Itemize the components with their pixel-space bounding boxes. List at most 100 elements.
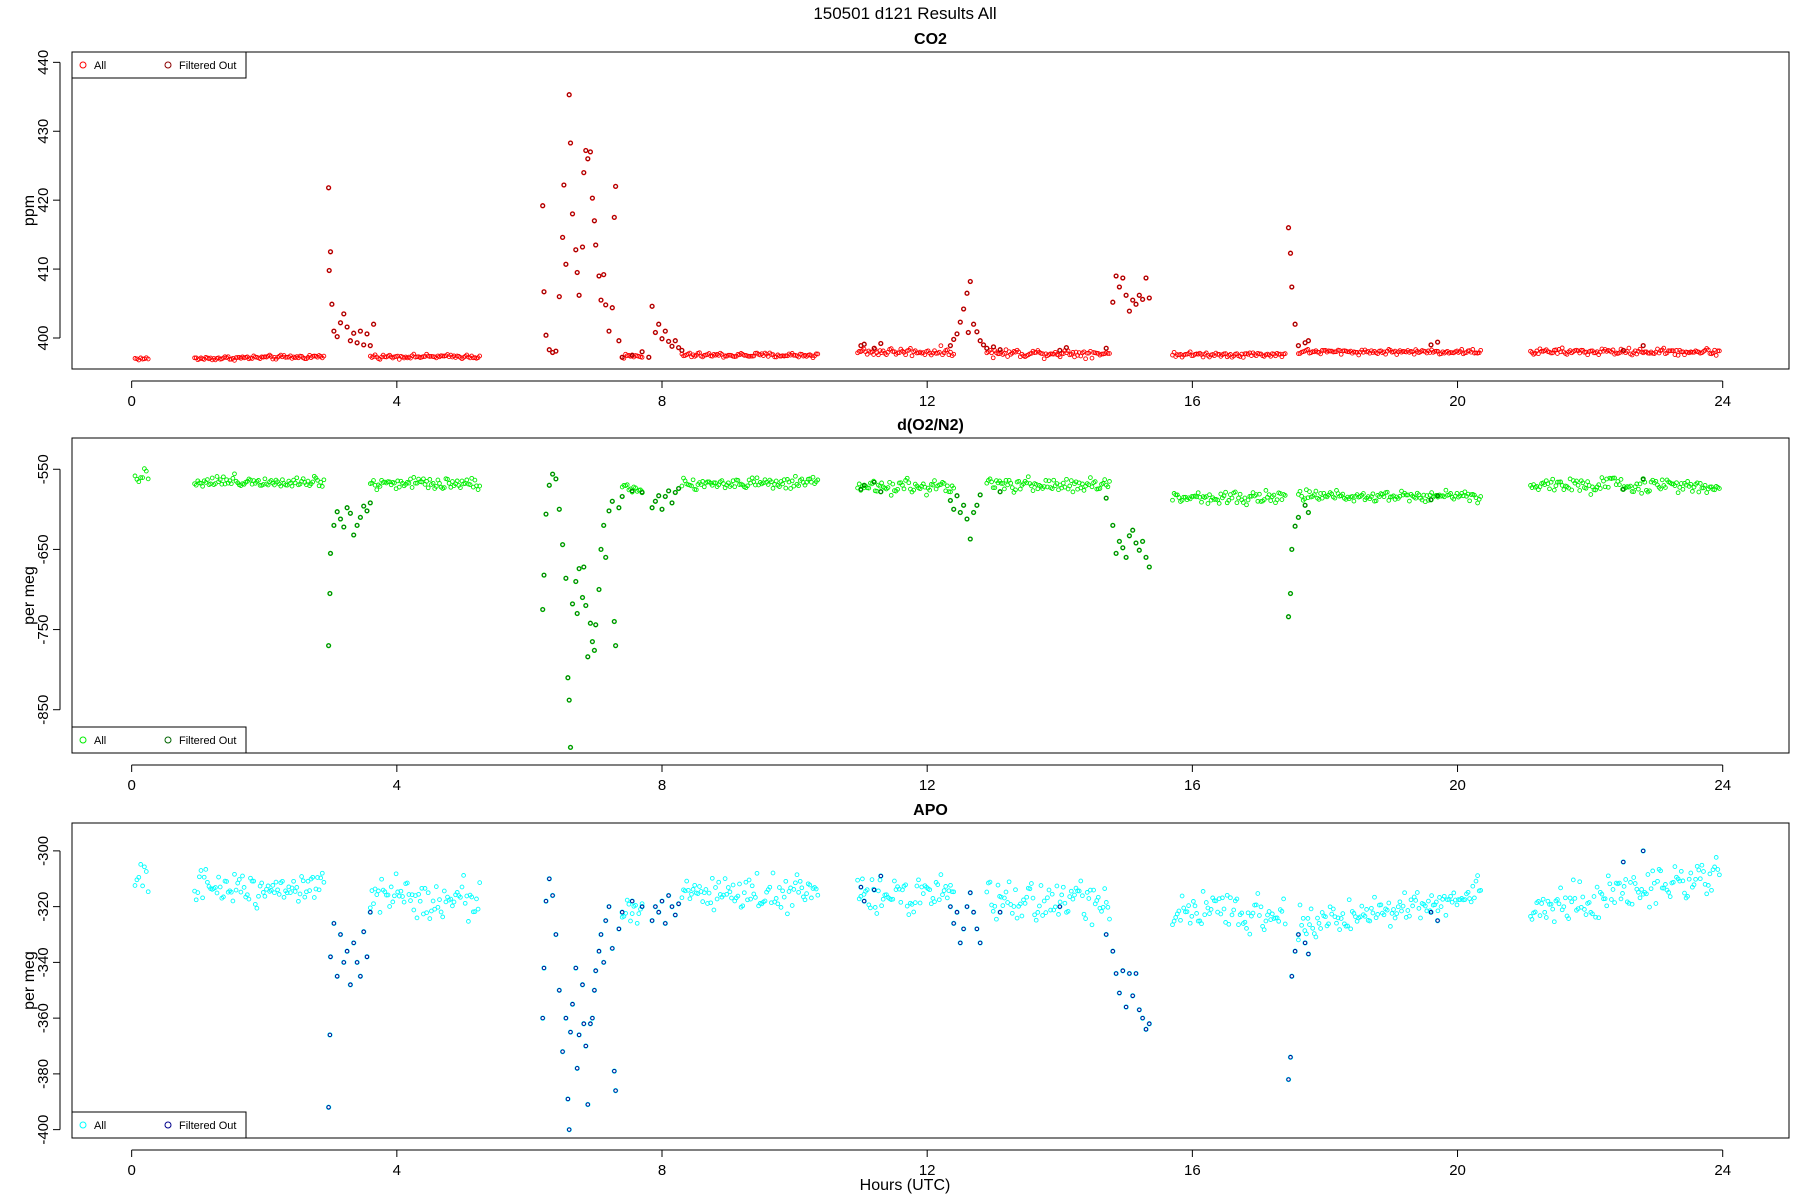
point-all	[1329, 911, 1335, 917]
point-all	[711, 480, 717, 486]
point-all	[1623, 877, 1629, 882]
point-all	[1426, 898, 1431, 904]
point-all	[797, 878, 803, 884]
point-filtered	[351, 532, 356, 538]
point-all	[1218, 911, 1224, 917]
point-all	[878, 489, 884, 495]
point-filtered	[1435, 339, 1440, 345]
point-filtered	[583, 603, 588, 608]
point-all	[1384, 907, 1390, 913]
point-all	[1688, 481, 1694, 487]
point-all	[546, 876, 552, 882]
point-all	[954, 909, 960, 915]
point-all	[388, 884, 394, 890]
point-all	[556, 987, 562, 993]
point-all	[665, 892, 672, 899]
point-all	[911, 909, 917, 915]
point-filtered	[592, 648, 597, 653]
point-all	[1083, 356, 1088, 362]
point-all	[1033, 917, 1039, 923]
point-all	[566, 46, 570, 50]
point-all	[639, 903, 645, 910]
legend-marker-all	[79, 1121, 87, 1129]
point-all	[951, 485, 957, 491]
point-all	[1133, 301, 1139, 307]
point-all	[927, 887, 933, 893]
point-all	[379, 876, 384, 882]
point-all	[1332, 495, 1338, 501]
point-all	[606, 508, 612, 514]
point-filtered	[540, 607, 545, 612]
point-filtered	[974, 503, 980, 508]
point-all	[932, 899, 937, 905]
point-all	[639, 901, 645, 907]
point-filtered	[1302, 940, 1308, 946]
point-filtered	[613, 184, 618, 189]
point-filtered	[971, 510, 976, 515]
point-all	[1130, 993, 1136, 999]
point-all	[561, 182, 567, 188]
point-all	[566, 92, 572, 98]
point-all	[1459, 347, 1465, 352]
point-all	[396, 893, 402, 899]
point-all	[1421, 492, 1427, 498]
legend-label-all: All	[94, 1120, 106, 1132]
point-all	[1696, 489, 1702, 495]
point-all	[367, 909, 373, 915]
point-all	[1465, 491, 1471, 497]
point-all	[746, 877, 752, 883]
point-all	[1215, 352, 1220, 357]
point-all	[1285, 225, 1292, 231]
point-all	[665, 338, 672, 345]
point-all	[1563, 895, 1568, 901]
point-all	[458, 485, 463, 490]
point-all	[730, 478, 736, 484]
point-filtered	[581, 170, 586, 175]
point-all	[1372, 894, 1377, 900]
point-all	[656, 493, 662, 499]
point-all	[219, 481, 225, 487]
point-all	[1307, 489, 1312, 494]
point-all	[748, 896, 753, 902]
point-all	[1057, 899, 1063, 905]
point-filtered	[568, 1029, 573, 1035]
point-all	[1130, 527, 1136, 533]
point-filtered	[335, 509, 340, 514]
point-all	[596, 273, 602, 279]
point-all	[708, 900, 714, 906]
point-all	[1116, 990, 1123, 996]
point-filtered	[341, 524, 346, 530]
point-all	[1046, 887, 1052, 893]
point-filtered	[606, 904, 612, 909]
point-all	[249, 878, 255, 884]
x-tick-label: 0	[127, 1162, 135, 1179]
point-all	[598, 546, 604, 553]
point-all	[325, 1104, 332, 1110]
point-all	[1126, 308, 1133, 314]
point-all	[1097, 486, 1103, 491]
point-all	[1550, 476, 1556, 482]
point-all	[1717, 486, 1722, 491]
point-all	[1697, 481, 1703, 486]
point-all	[1103, 900, 1109, 905]
point-all	[1699, 862, 1705, 868]
point-all	[633, 902, 638, 908]
point-filtered	[1641, 343, 1646, 348]
point-all	[960, 306, 967, 312]
point-filtered	[1435, 493, 1440, 498]
point-all	[203, 867, 209, 872]
point-filtered	[364, 331, 370, 337]
point-all	[656, 909, 662, 915]
point-all	[970, 909, 977, 915]
point-all	[448, 896, 454, 902]
point-all	[430, 480, 436, 486]
point-all	[337, 931, 344, 938]
point-all	[1176, 495, 1182, 500]
point-all	[901, 486, 907, 492]
point-all	[977, 338, 983, 344]
point-filtered	[1302, 503, 1308, 508]
point-filtered	[371, 322, 376, 327]
point-all	[649, 303, 655, 309]
point-all	[1213, 898, 1219, 904]
point-all	[725, 352, 731, 358]
